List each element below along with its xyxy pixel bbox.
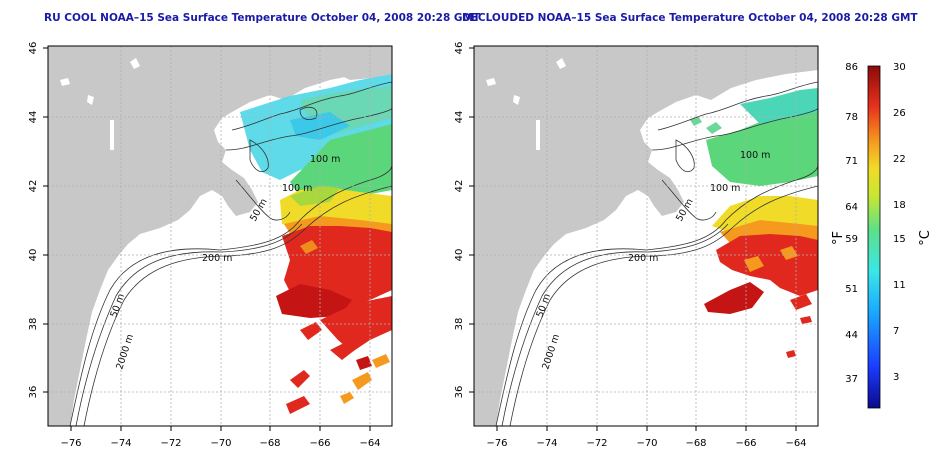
y-tick-label: 44: [28, 111, 39, 124]
x-tick-label: −72: [586, 438, 607, 449]
colorbar-c-tick: 26: [893, 108, 906, 119]
bathymetry-contours: [495, 81, 818, 426]
land: [48, 46, 392, 426]
y-tick-label: 42: [28, 180, 39, 193]
x-tick-label: −68: [685, 438, 706, 449]
colorbar-c-tick: 15: [893, 234, 906, 245]
colorbar-f-tick: 86: [845, 62, 858, 73]
x-axis-ticks: [496, 426, 797, 431]
right-map-panel: 100 m 100 m 50 m 200 m 50 m 2000 m −76 −…: [454, 42, 819, 449]
colorbar-f-tick: 64: [845, 202, 858, 213]
x-tick-label: −70: [210, 438, 231, 449]
colorbar-f-tick: 59: [845, 234, 858, 245]
contour-label: 100 m: [710, 183, 740, 194]
land: [474, 46, 818, 426]
bathymetry-contours: [69, 81, 392, 426]
y-tick-label: 36: [454, 386, 465, 399]
y-tick-label: 42: [454, 180, 465, 193]
colorbar-c-tick: 11: [893, 280, 906, 291]
colorbar-f-tick: 37: [845, 374, 858, 385]
y-tick-label: 36: [28, 386, 39, 399]
colorbar-c-tick: 30: [893, 62, 906, 73]
x-tick-label: −70: [636, 438, 657, 449]
y-axis-ticks: [43, 47, 48, 393]
grid-lines: [48, 46, 392, 426]
y-tick-label: 44: [454, 111, 465, 124]
y-axis-ticks: [469, 47, 474, 393]
colorbar-c-tick: 18: [893, 200, 906, 211]
colorbar-c-tick: 3: [893, 372, 899, 383]
y-tick-label: 46: [454, 42, 465, 55]
x-tick-label: −64: [359, 438, 380, 449]
colorbar-c-label: °C: [918, 230, 933, 246]
x-tick-label: −66: [735, 438, 756, 449]
colorbar-f-tick: 44: [845, 330, 858, 341]
colorbar-f-tick: 78: [845, 112, 858, 123]
contour-label: 200 m: [202, 253, 232, 264]
left-map-panel: 100 m 100 m 50 m 200 m 50 m 2000 m −76 −…: [28, 42, 393, 449]
x-axis-ticks: [70, 426, 371, 431]
colorbar-f-tick: 71: [845, 156, 858, 167]
contour-label: 100 m: [282, 183, 312, 194]
x-tick-label: −64: [785, 438, 806, 449]
colorbar-c-tick: 22: [893, 154, 906, 165]
contour-label: 100 m: [310, 154, 340, 165]
x-tick-label: −68: [259, 438, 280, 449]
grid-lines: [474, 46, 818, 426]
left-panel-title: RU COOL NOAA–15 Sea Surface Temperature …: [44, 12, 481, 24]
y-tick-label: 40: [454, 249, 465, 262]
x-tick-label: −74: [536, 438, 557, 449]
right-panel-title: DECLOUDED NOAA–15 Sea Surface Temperatur…: [462, 12, 918, 24]
x-tick-label: −76: [60, 438, 81, 449]
y-tick-label: 38: [28, 318, 39, 331]
y-tick-label: 46: [28, 42, 39, 55]
x-tick-label: −76: [486, 438, 507, 449]
x-tick-label: −66: [309, 438, 330, 449]
colorbar-f-tick: 51: [845, 284, 858, 295]
x-tick-label: −72: [160, 438, 181, 449]
contour-label: 200 m: [628, 253, 658, 264]
sst-warm-region: [276, 186, 392, 414]
contour-label: 100 m: [740, 150, 770, 161]
colorbar-c-tick: 7: [893, 326, 899, 337]
y-tick-label: 40: [28, 249, 39, 262]
temperature-colorbar: 86 78 71 64 59 51 44 37 30 26 22 18 15 1…: [831, 62, 933, 409]
sst-cold-region: [240, 74, 392, 196]
y-tick-label: 38: [454, 318, 465, 331]
sst-warm-region: [704, 196, 818, 358]
colorbar-f-label: °F: [831, 231, 846, 245]
x-tick-label: −74: [110, 438, 131, 449]
